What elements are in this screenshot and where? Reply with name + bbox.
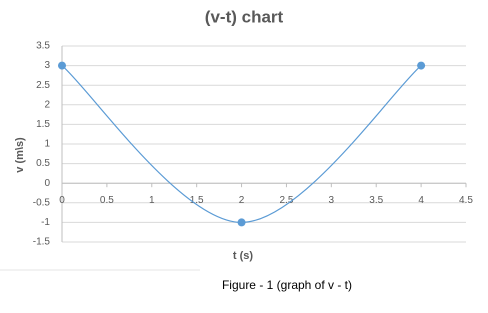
x-tick-label: 1 [149, 195, 155, 206]
y-tick-label: 1 [44, 139, 50, 150]
x-axis-label: t (s) [233, 250, 254, 262]
y-tick-label: 2 [44, 99, 50, 110]
y-tick-label: 0 [44, 178, 50, 189]
y-tick-label: 0.5 [36, 158, 50, 169]
caption: Figure - 1 (graph of v - t) [222, 278, 352, 292]
y-tick-label: 3 [44, 60, 50, 71]
x-tick-label: 3 [329, 195, 335, 206]
y-tick-label: 2.5 [36, 80, 50, 91]
x-tick-label: 0 [59, 195, 65, 206]
x-tick-label: 4 [418, 195, 424, 206]
y-tick-label: -1.5 [33, 237, 51, 248]
data-point [417, 61, 426, 70]
y-tick-label: 1.5 [36, 119, 50, 130]
x-tick-label: 0.5 [100, 195, 114, 206]
y-tick-label: 3.5 [36, 41, 50, 52]
x-tick-label: 3.5 [369, 195, 383, 206]
x-tick-label: 2 [239, 195, 245, 206]
y-tick-label: -1 [41, 217, 50, 228]
data-point [237, 218, 246, 227]
y-axis-label: v (m\s) [14, 137, 26, 173]
y-tick-label: -0.5 [33, 197, 51, 208]
x-tick-label: 2.5 [279, 195, 293, 206]
chart-title: (v-t) chart [205, 7, 284, 26]
x-tick-label: 4.5 [459, 195, 473, 206]
data-point [58, 61, 66, 70]
x-tick-label: 1.5 [190, 195, 204, 206]
